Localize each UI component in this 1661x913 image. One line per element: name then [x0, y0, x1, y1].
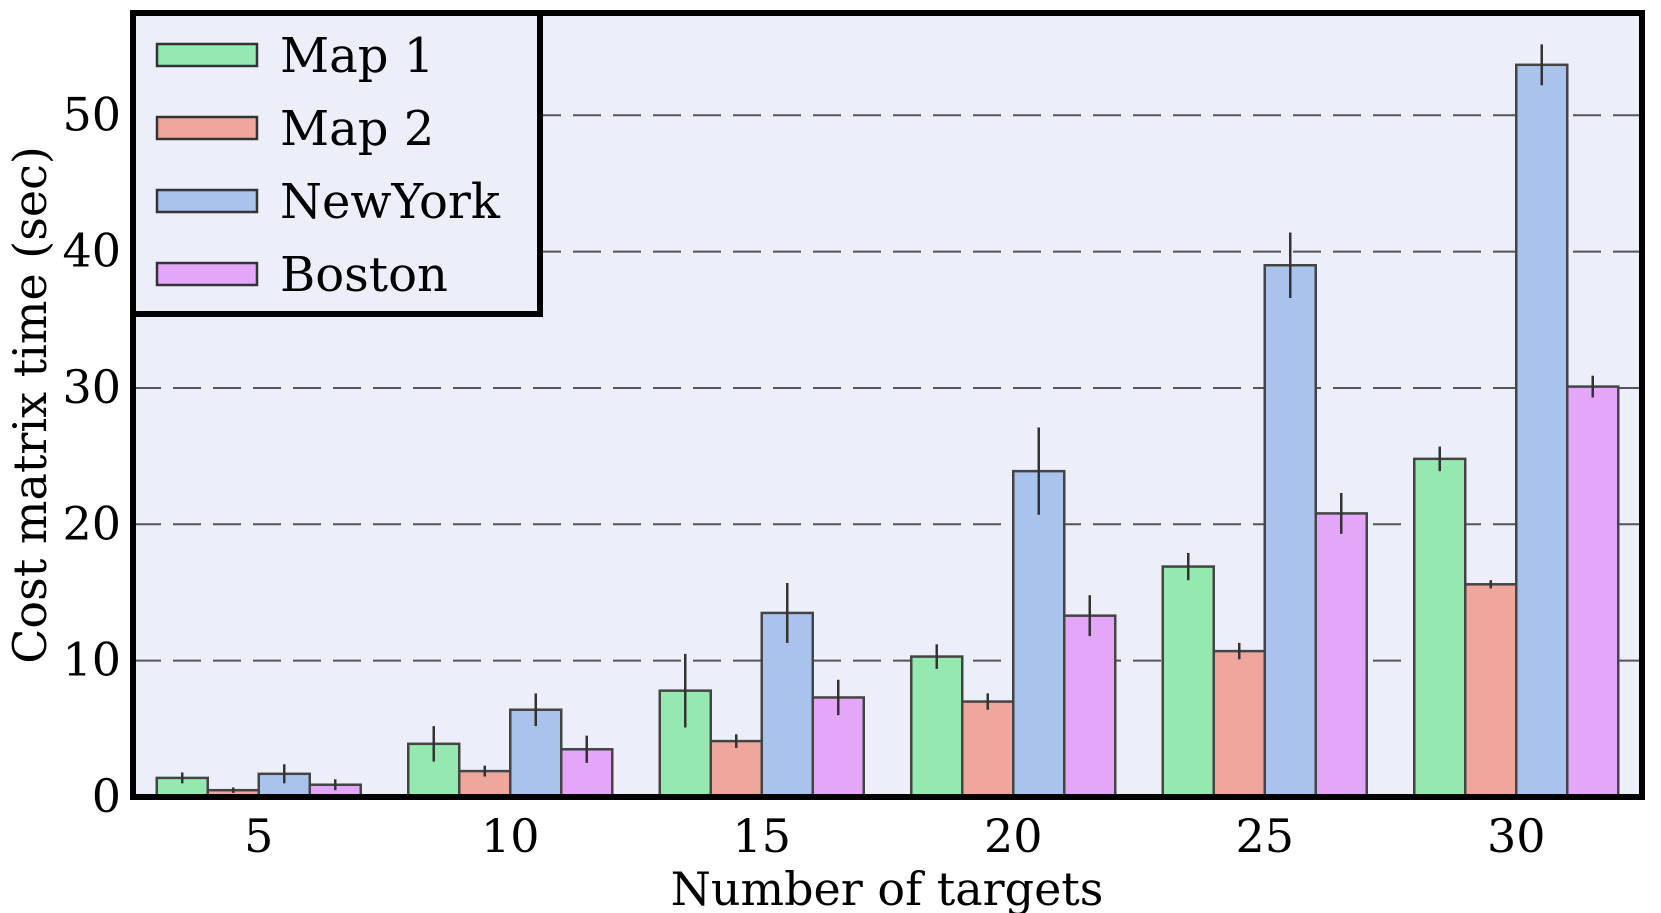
y-tick-label: 30: [62, 360, 121, 414]
bar-map-1-30: [1413, 457, 1467, 799]
bar-group-10: [407, 693, 614, 799]
bar-boston-25: [1314, 512, 1368, 799]
bar-groups: [155, 44, 1620, 799]
x-tick-label: 20: [984, 809, 1043, 863]
bar-newyork-25: [1263, 263, 1317, 799]
bar-map-2-20: [961, 700, 1015, 799]
y-axis-label: Cost matrix time (sec): [3, 146, 57, 664]
y-tick-label: 20: [62, 496, 121, 550]
legend-swatch: [155, 188, 259, 214]
x-tick-label: 5: [244, 809, 273, 863]
x-axis-ticks: 5 10 15 20 25 30: [244, 809, 1545, 863]
x-tick-label: 30: [1487, 809, 1546, 863]
x-tick-label: 15: [732, 809, 791, 863]
legend-swatch: [155, 115, 259, 141]
bar-map-2-30: [1464, 583, 1518, 799]
bar-group-15: [658, 582, 865, 799]
y-tick-label: 40: [62, 224, 121, 278]
bar-group-20: [910, 427, 1117, 799]
legend-swatch: [155, 261, 259, 287]
bar-boston-20: [1063, 614, 1117, 799]
legend-label: Boston: [280, 247, 448, 303]
x-axis-label: Number of targets: [671, 862, 1104, 913]
x-tick-label: 10: [481, 809, 540, 863]
bar-group-5: [155, 764, 362, 799]
plot-frame: [130, 10, 1645, 800]
bar-boston-30: [1566, 385, 1620, 799]
legend-label: Map 1: [280, 28, 434, 84]
bar-newyork-15: [760, 611, 814, 799]
bar-map-2-15: [709, 739, 763, 799]
legend: Map 1 Map 2 NewYork Boston: [130, 10, 543, 317]
legend-swatch: [155, 42, 259, 68]
y-tick-label: 0: [92, 769, 121, 823]
legend-label: NewYork: [280, 174, 501, 230]
y-axis-ticks: 0 10 20 30 40 50: [62, 87, 121, 823]
y-tick-label: 10: [62, 633, 121, 687]
bar-map-1-25: [1161, 565, 1215, 799]
legend-label: Map 2: [280, 101, 434, 157]
bar-map-2-25: [1212, 649, 1266, 799]
y-tick-label: 50: [62, 87, 121, 141]
bar-map-1-20: [910, 655, 964, 799]
x-tick-label: 25: [1235, 809, 1294, 863]
bar-newyork-20: [1012, 469, 1066, 799]
bar-newyork-30: [1515, 63, 1569, 799]
bar-group-25: [1161, 232, 1368, 799]
bar-group-30: [1413, 44, 1620, 799]
